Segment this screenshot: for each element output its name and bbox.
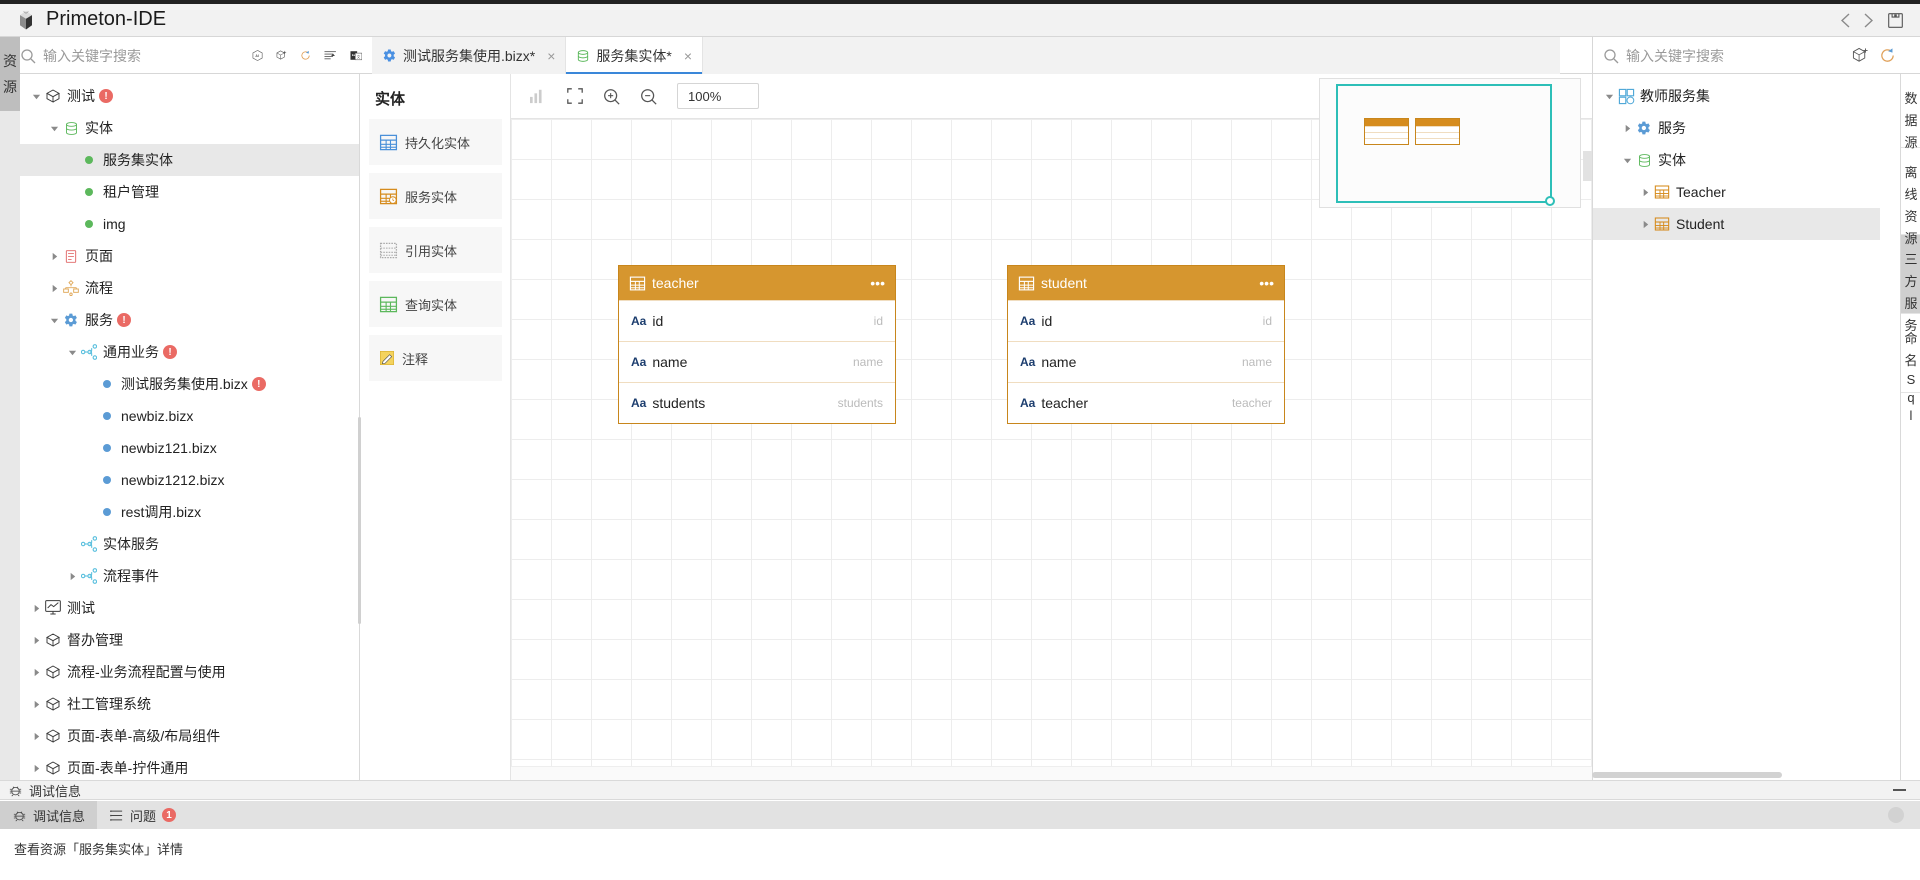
svg-text:AI: AI xyxy=(255,54,258,58)
